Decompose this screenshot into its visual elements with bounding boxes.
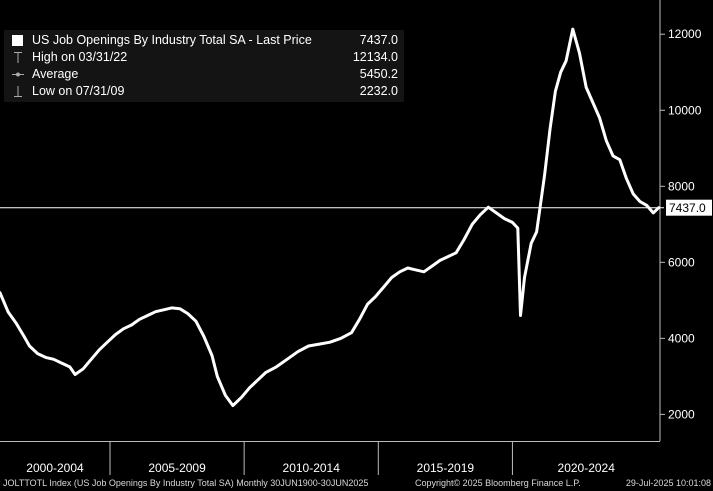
low-marker-icon (14, 86, 22, 97)
legend-series-label: US Job Openings By Industry Total SA - L… (32, 33, 312, 47)
series-line (0, 27, 661, 408)
x-tick-label: 2015-2019 (417, 461, 475, 475)
x-tick-label: 2010-2014 (283, 461, 341, 475)
x-tick-label: 2020-2024 (558, 461, 616, 475)
legend-box: US Job Openings By Industry Total SA - L… (4, 30, 404, 102)
y-tick-label: 10000 (668, 103, 702, 117)
legend-average-label: Average (32, 67, 79, 81)
high-marker-icon (14, 52, 22, 63)
legend-row-low: Low on 07/31/09 2232.0 (10, 83, 398, 100)
y-tick-label: 4000 (668, 331, 695, 345)
y-tick-label: 6000 (668, 255, 695, 269)
series-square-icon (12, 35, 23, 46)
legend-high-label: High on 03/31/22 (32, 50, 128, 64)
footer-bar: JOLTTOTL Index (US Job Openings By Indus… (0, 476, 713, 491)
last-price-tag-bg (666, 199, 712, 216)
last-price-tag: 7437.0 (669, 201, 706, 215)
plot-area: 2000 4000 6000 8000 10000 12000 2000-2004 2005-… (0, 0, 712, 475)
legend-high-value: 12134.0 (352, 50, 398, 64)
footer-ticker: JOLTTOTL Index (US Job Openings By Indus… (3, 478, 369, 488)
legend-row-last-price: US Job Openings By Industry Total SA - L… (10, 32, 398, 49)
y-tick-label: 12000 (668, 27, 702, 41)
legend-series-value: 7437.0 (359, 33, 398, 47)
footer-timestamp: 29-Jul-2025 10:01:08 (625, 478, 711, 488)
x-tick-label: 2005-2009 (148, 461, 206, 475)
legend-low-label: Low on 07/31/09 (32, 84, 125, 98)
legend-average-value: 5450.2 (359, 67, 398, 81)
footer-copyright: Copyright© 2025 Bloomberg Finance L.P. (415, 478, 581, 488)
legend-row-high: High on 03/31/22 12134.0 (10, 49, 398, 66)
average-marker-icon (12, 72, 24, 77)
y-tick-label: 8000 (668, 179, 695, 193)
legend-row-average: Average 5450.2 (10, 66, 398, 83)
legend-low-value: 2232.0 (359, 84, 398, 98)
x-tick-label: 2000-2004 (26, 461, 84, 475)
y-tick-label: 2000 (668, 407, 695, 421)
